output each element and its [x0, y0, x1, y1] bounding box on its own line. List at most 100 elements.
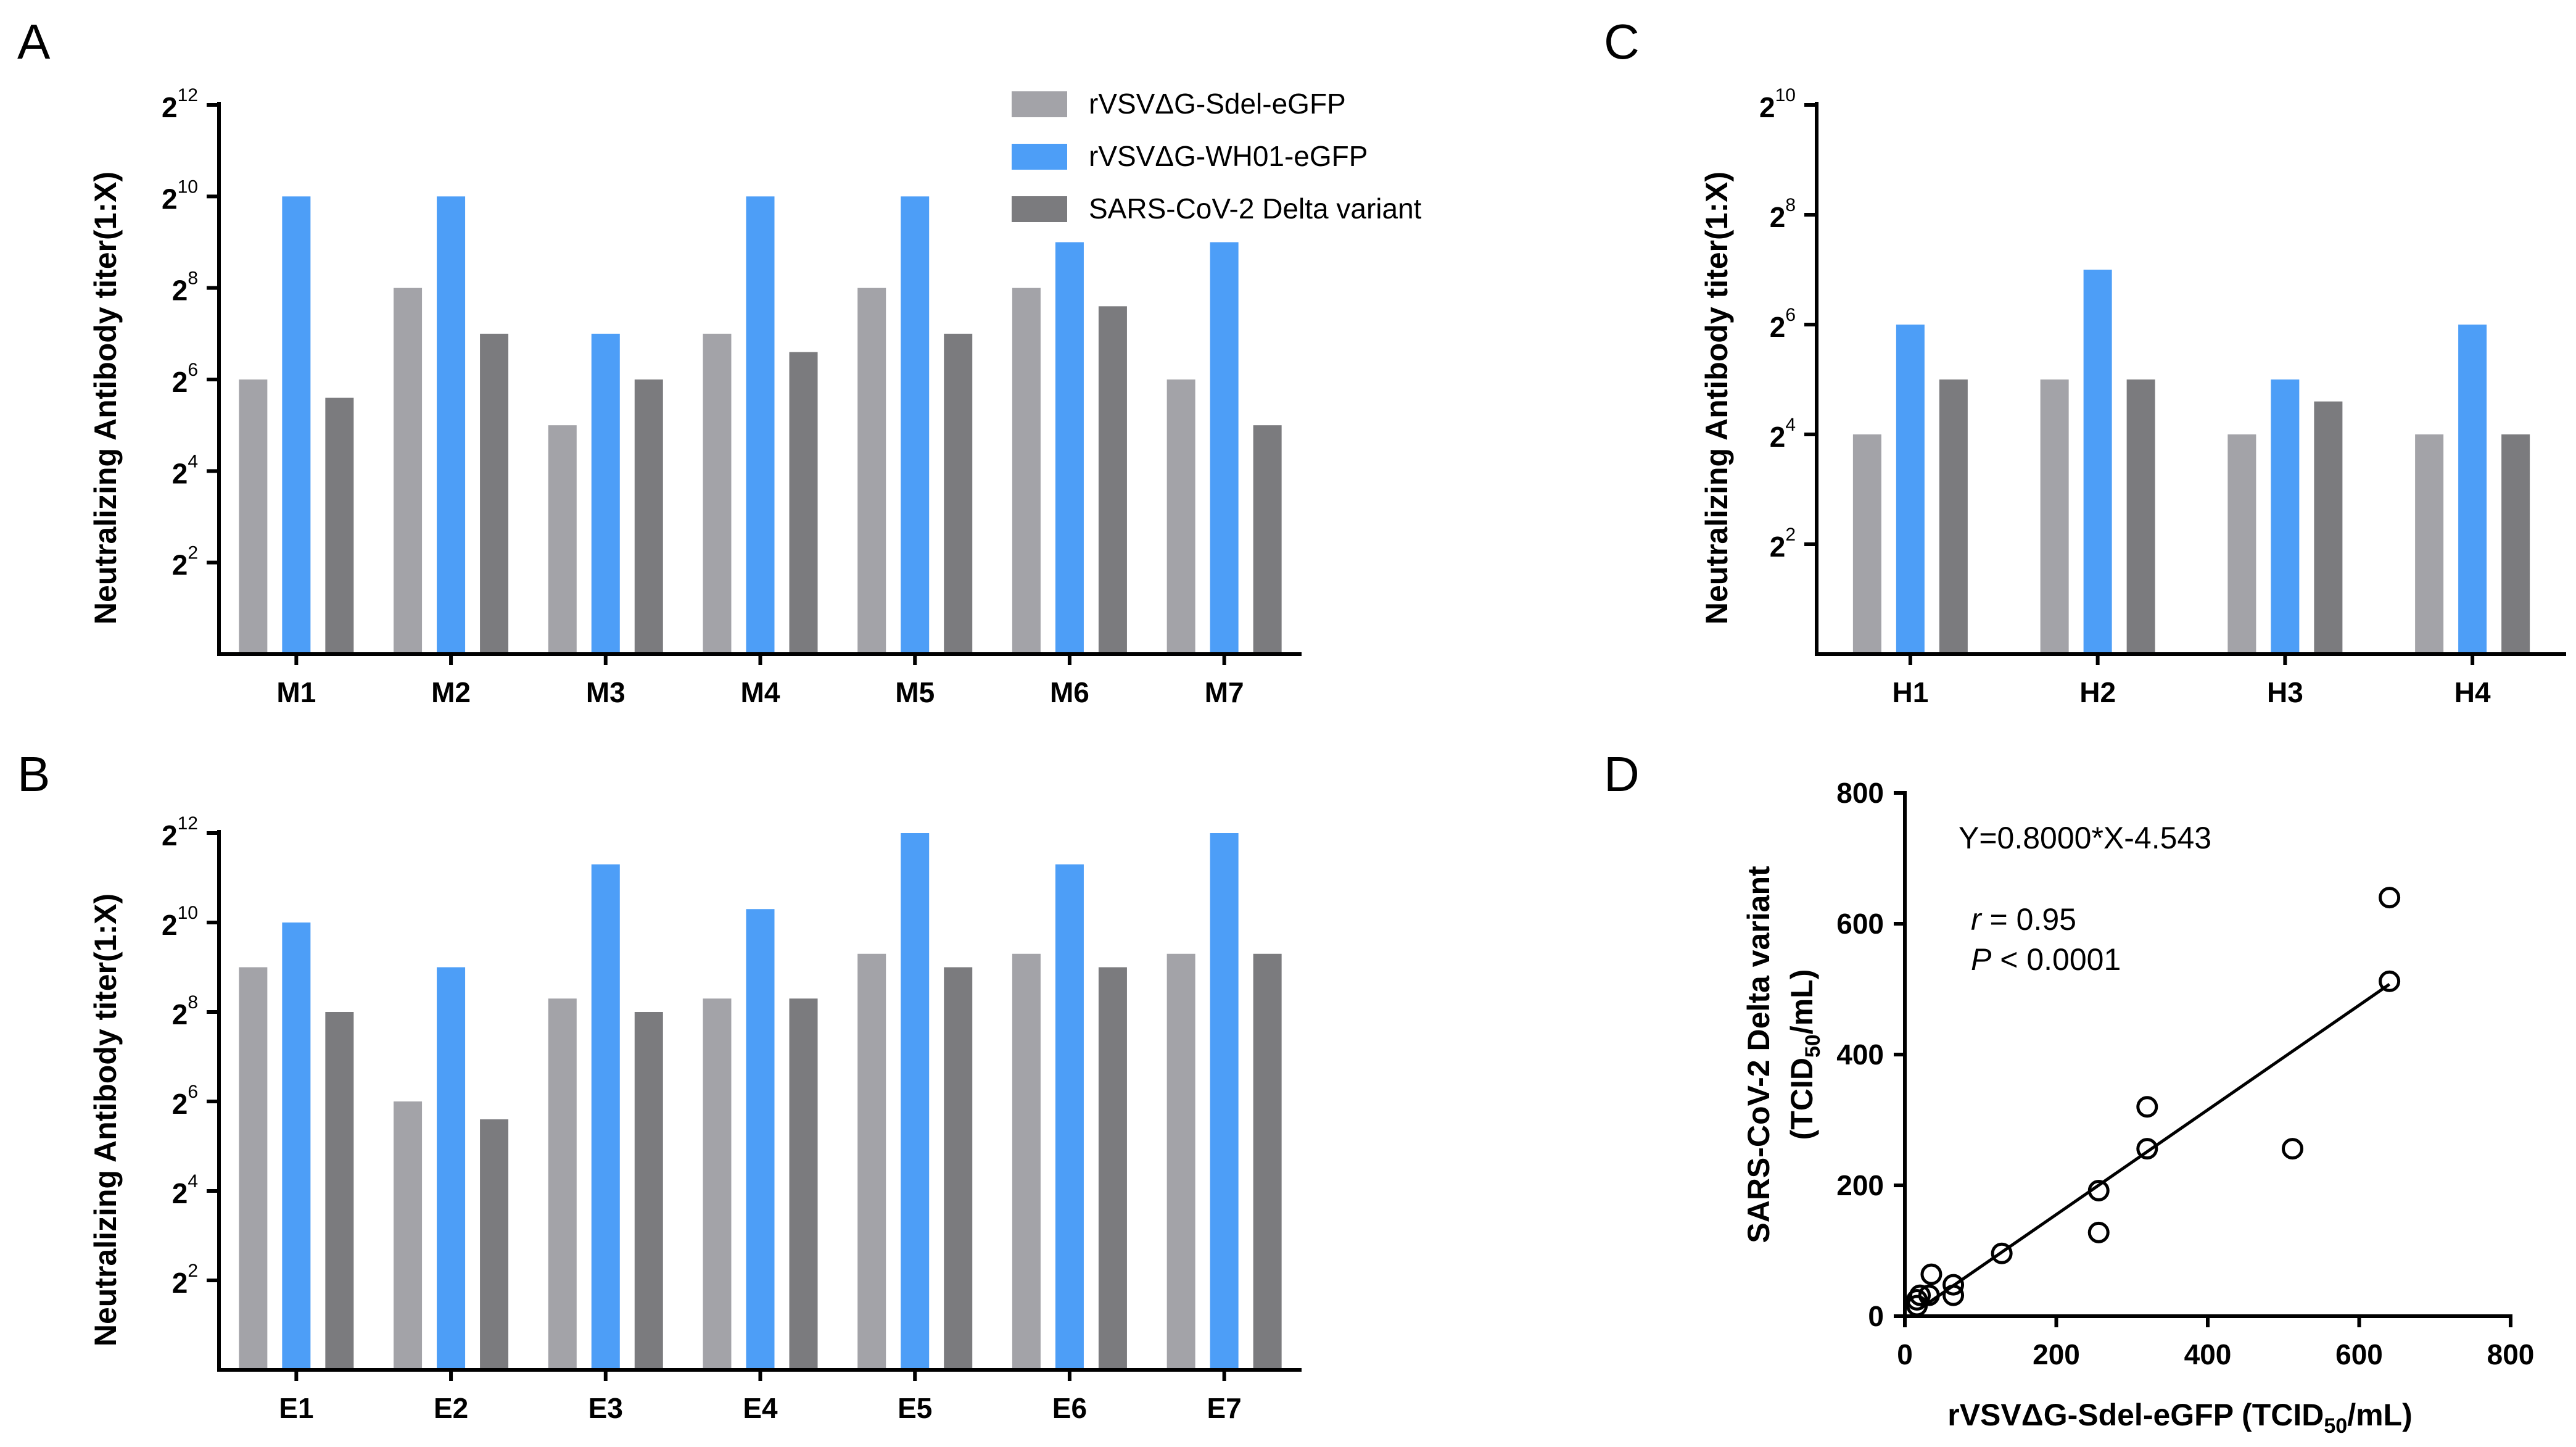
y-tick-label: 28 — [1770, 195, 1796, 233]
bar-e4-series-2 — [746, 909, 775, 1370]
bar-h2-series-1 — [2040, 379, 2069, 654]
x-tick-label: M1 — [276, 676, 316, 708]
x-tick-label: M3 — [586, 676, 625, 708]
bar-e3-series-2 — [591, 864, 620, 1370]
bar-m4-series-3 — [789, 352, 818, 654]
bar-e3-series-3 — [634, 1012, 663, 1370]
bar-e6-series-3 — [1098, 967, 1127, 1370]
x-tick-label: M5 — [895, 676, 935, 708]
legend-swatch-sdel — [1012, 91, 1067, 117]
y-axis-label-line1: SARS-CoV-2 Delta variant — [1741, 866, 1776, 1243]
bar-m7-series-1 — [1166, 379, 1195, 654]
scatter-point — [2281, 1138, 2303, 1160]
bar-m4-series-1 — [703, 333, 732, 654]
bar-e7-series-1 — [1166, 953, 1195, 1370]
legend: rVSVΔG-Sdel-eGFP rVSVΔG-WH01-eGFP SARS-C… — [1012, 88, 1422, 225]
bar-e1-series-1 — [239, 967, 268, 1370]
bar-m5-series-2 — [901, 196, 930, 654]
bar-m7-series-3 — [1253, 425, 1282, 654]
x-tick-label: E2 — [434, 1392, 468, 1424]
y-tick-label: 26 — [172, 1082, 198, 1120]
x-tick-label: 400 — [2184, 1338, 2232, 1370]
y-axis-label: Neutralizing Antibody titer(1:X) — [88, 893, 123, 1346]
scatter-point — [2136, 1096, 2158, 1118]
y-tick-label: 28 — [172, 268, 198, 307]
x-tick-label: E3 — [588, 1392, 623, 1424]
x-tick-label: H3 — [2267, 676, 2303, 708]
y-tick-label: 0 — [1868, 1300, 1884, 1332]
legend-label-delta: SARS-CoV-2 Delta variant — [1089, 193, 1422, 225]
bar-m3-series-3 — [634, 379, 663, 654]
x-tick-label: H1 — [1892, 676, 1928, 708]
panel-label-d: D — [1604, 747, 1640, 802]
y-tick-label: 22 — [172, 543, 198, 581]
scatter-point — [1991, 1242, 2013, 1264]
bar-h1-series-1 — [1852, 434, 1881, 654]
y-tick-label: 800 — [1836, 777, 1884, 809]
y-tick-label: 212 — [162, 813, 198, 852]
bar-e3-series-1 — [548, 998, 577, 1370]
y-axis-label: Neutralizing Antibody titer(1:X) — [88, 172, 123, 624]
bar-h1-series-3 — [1939, 379, 1968, 654]
bar-e1-series-3 — [325, 1012, 354, 1370]
scatter-point — [2136, 1138, 2158, 1160]
r-annotation: r = 0.95 — [1971, 902, 2076, 937]
y-tick-label: 24 — [172, 1171, 198, 1209]
bar-m1-series-3 — [325, 397, 354, 654]
bar-m1-series-2 — [282, 196, 311, 654]
x-tick-label: E6 — [1052, 1392, 1087, 1424]
bar-m1-series-1 — [239, 379, 268, 654]
y-tick-label: 24 — [172, 451, 198, 489]
legend-label-wh01: rVSVΔG-WH01-eGFP — [1089, 140, 1368, 172]
bar-h3-series-2 — [2271, 379, 2300, 654]
bar-m2-series-2 — [437, 196, 466, 654]
x-tick-label: M6 — [1050, 676, 1089, 708]
bar-e1-series-2 — [282, 923, 311, 1370]
y-tick-label: 212 — [162, 85, 198, 123]
fit-equation: Y=0.8000*X-4.543 — [1959, 821, 2211, 855]
bar-m7-series-2 — [1210, 242, 1239, 654]
legend-label-sdel: rVSVΔG-Sdel-eGFP — [1089, 88, 1346, 120]
bar-h1-series-2 — [1896, 325, 1925, 654]
bar-m3-series-2 — [591, 333, 620, 654]
bar-m6-series-1 — [1012, 288, 1041, 655]
scatter-point — [2379, 887, 2401, 909]
panel-a-bar-chart: M1 M2 M3 M4 M5 M6 M7 22 24 26 28 210 212 Neutralizing… — [88, 85, 1302, 708]
panel-label-b: B — [17, 747, 50, 802]
bar-m2-series-3 — [480, 333, 509, 654]
x-tick-label: E4 — [743, 1392, 778, 1424]
y-tick-label: 400 — [1836, 1039, 1884, 1071]
bar-h4-series-1 — [2415, 434, 2444, 654]
bar-e4-series-1 — [703, 998, 732, 1370]
bar-h2-series-2 — [2083, 270, 2112, 654]
bar-m5-series-3 — [944, 333, 973, 654]
y-tick-label: 210 — [162, 176, 198, 215]
bar-h3-series-3 — [2314, 401, 2343, 654]
x-tick-label: M7 — [1205, 676, 1244, 708]
bar-e5-series-3 — [944, 967, 973, 1370]
bar-m5-series-1 — [857, 288, 886, 655]
x-tick-label: 800 — [2487, 1338, 2535, 1370]
bar-m2-series-1 — [394, 288, 423, 655]
panel-d-scatter-chart: 0 200 400 600 800 0 200 400 600 800 Y=0.8000*X-4.5… — [1741, 777, 2534, 1438]
bar-e2-series-2 — [437, 967, 466, 1370]
scatter-point — [1942, 1284, 1965, 1306]
y-tick-label: 26 — [172, 360, 198, 398]
bar-h2-series-3 — [2126, 379, 2155, 654]
y-tick-label: 200 — [1836, 1169, 1884, 1201]
y-tick-label: 22 — [1770, 524, 1796, 563]
x-tick-label: 0 — [1897, 1338, 1913, 1370]
scatter-point — [1909, 1284, 1931, 1306]
scatter-point — [1918, 1284, 1940, 1306]
bar-m6-series-2 — [1055, 242, 1084, 654]
legend-swatch-delta — [1012, 196, 1067, 222]
panel-label-c: C — [1604, 14, 1640, 69]
bar-e4-series-3 — [789, 998, 818, 1370]
y-tick-label: 210 — [1759, 85, 1796, 123]
scatter-point — [2087, 1221, 2110, 1243]
x-tick-label: E1 — [279, 1392, 313, 1424]
panel-label-a: A — [17, 14, 51, 69]
y-tick-label: 22 — [172, 1261, 198, 1299]
bar-e6-series-2 — [1055, 864, 1084, 1370]
bar-e6-series-1 — [1012, 953, 1041, 1370]
